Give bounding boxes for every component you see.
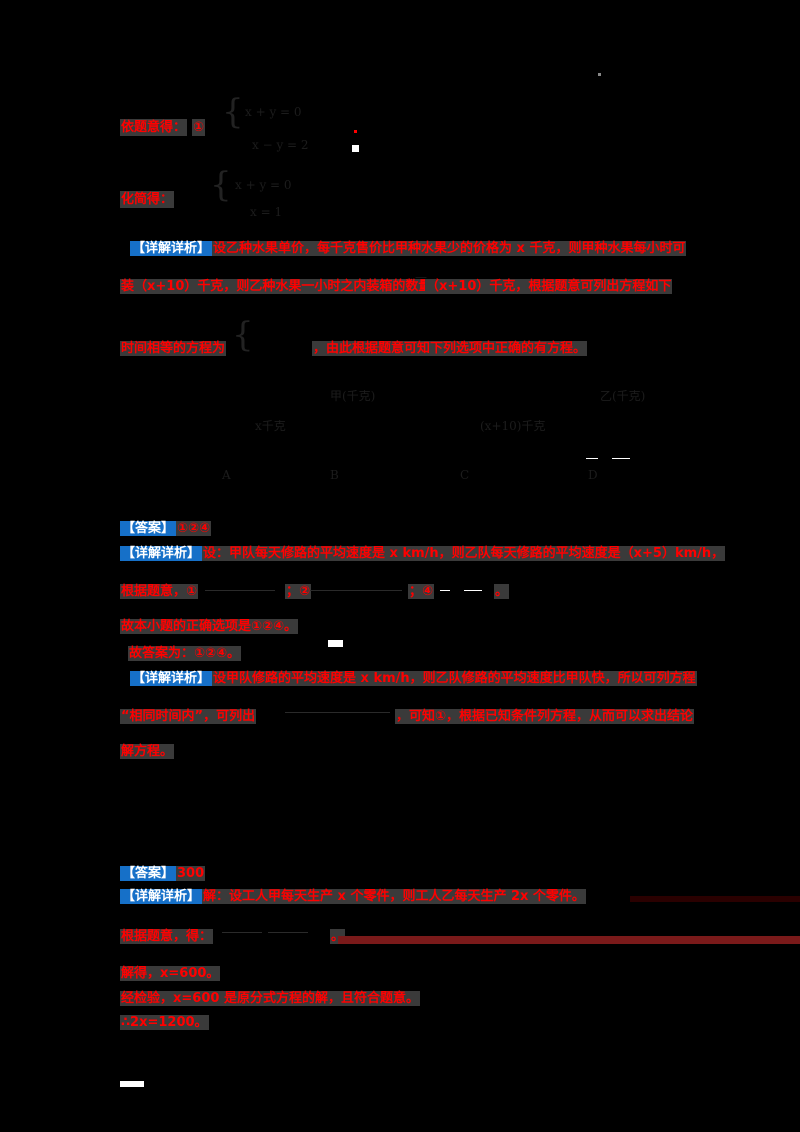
- fraction-placeholder: —: [415, 270, 427, 284]
- label-d: (x+10)千克: [480, 419, 546, 433]
- system-brace-3: {: [232, 315, 254, 355]
- equation-intro-1: 依题意得：: [120, 119, 188, 136]
- analysis-line-3: 时间相等的方程为: [120, 341, 227, 356]
- analysis-line-3b: ，由此根据题意可知下列选项中正确的有方程。: [312, 341, 588, 356]
- option-b: B: [330, 468, 339, 482]
- analysis-line-1: 【详解详析】 设乙种水果单价，每千克售价比甲种水果少的价格为 x 千克，则甲种水果…: [130, 241, 687, 256]
- solution-line-3: 故本小题的正确选项是①②④。: [120, 619, 299, 634]
- solution-line-2: 根据题意，①: [120, 584, 199, 599]
- answer-line-2: 【答案】 300: [120, 865, 206, 882]
- solution-line-6: “相同时间内”，可列出: [120, 709, 257, 724]
- solution2-line-3: 解得，x=600。: [120, 966, 221, 981]
- solution2-line-1: 【详解详析】 解：设工人甲每天生产 x 个零件，则工人乙每天生产 2x 个零件。: [120, 889, 586, 904]
- solution-line-6b: ，可知①，根据已知条件列方程，从而可以求出结论: [395, 709, 695, 724]
- equation-marker: ①: [192, 119, 206, 136]
- fraction-bar: [222, 932, 262, 933]
- solution2-line-2: 根据题意，得：: [120, 929, 214, 944]
- answer-value-2: 300: [176, 866, 206, 881]
- answer-tag: 【答案】: [120, 521, 177, 536]
- system1-row2: x − y = 2: [252, 138, 309, 152]
- footer-marker: [120, 1081, 144, 1087]
- system1-row1: x + y = 0: [245, 105, 302, 119]
- sep-1: ；②: [285, 584, 312, 599]
- label-c: x千克: [255, 419, 286, 433]
- white-marker: [328, 640, 343, 647]
- analysis-line-2: 装（x+10）千克，则乙种水果一小时之内装箱的数量为: [120, 279, 446, 294]
- highlight-band: [630, 896, 800, 902]
- solution-line-7: 解方程。: [120, 744, 175, 759]
- solution-line-1: 【详解详析】 设：甲队每天修路的平均速度是 x km/h，则乙队每天修路的平均速度…: [120, 546, 726, 561]
- solution-line-4: 故答案为：①②④。: [128, 646, 242, 661]
- solution2-line-5: ∴2x=1200。: [120, 1015, 209, 1030]
- fraction-bar: [205, 590, 275, 591]
- fraction-bar: [586, 458, 598, 459]
- option-c: C: [460, 468, 470, 482]
- white-marker: [352, 145, 359, 152]
- equation-intro-2: 化简得：: [120, 191, 175, 208]
- fraction-bar: [464, 590, 482, 591]
- highlight-band: [338, 936, 800, 944]
- system-brace-1: {: [222, 92, 244, 132]
- fraction-bar: [268, 932, 308, 933]
- sep-end: 。: [494, 584, 510, 599]
- sep-2: ；④: [408, 584, 435, 599]
- system-brace-2: {: [210, 165, 232, 205]
- page-mark: [598, 73, 601, 76]
- answer-line: 【答案】 ①②④: [120, 520, 212, 537]
- option-d: D: [588, 468, 598, 482]
- label-a: 甲(千克): [330, 389, 376, 403]
- answer-tag-2: 【答案】: [120, 866, 177, 881]
- analysis-line-2b: （x+10）千克，根据题意可列出方程如下: [425, 279, 673, 294]
- fraction-bar: [285, 712, 390, 713]
- system2-row1: x + y = 0: [235, 178, 292, 192]
- red-dot: [354, 130, 357, 133]
- system2-row2: x = 1: [250, 205, 283, 219]
- label-b: 乙(千克): [600, 389, 646, 403]
- analysis-tag: 【详解详析】: [130, 241, 213, 256]
- fraction-bar: [310, 590, 402, 591]
- solution2-line-4: 经检验，x=600 是原分式方程的解，且符合题意。: [120, 991, 420, 1006]
- solution-line-5: 【详解详析】 设甲队修路的平均速度是 x km/h，则乙队修路的平均速度比甲队快，…: [130, 671, 697, 686]
- fraction-bar: [440, 590, 450, 591]
- answer-value: ①②④: [176, 521, 212, 536]
- solution2-tag: 【详解详析】: [120, 889, 203, 904]
- fraction-bar: [612, 458, 630, 459]
- solution-tag-2: 【详解详析】: [130, 671, 213, 686]
- option-a: A: [222, 468, 231, 482]
- solution-tag: 【详解详析】: [120, 546, 203, 561]
